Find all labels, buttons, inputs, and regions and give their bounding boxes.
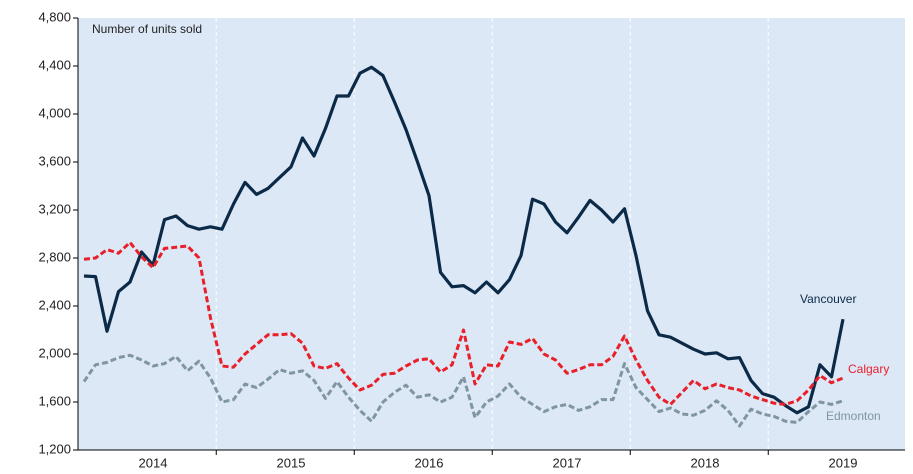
series-label: Edmonton [826, 409, 881, 423]
y-tick-label: 3,200 [38, 201, 71, 216]
y-tick-label: 4,400 [38, 57, 71, 72]
y-tick-label: 2,400 [38, 297, 71, 312]
x-tick-label: 2016 [415, 455, 444, 470]
y-axis-label: Number of units sold [92, 22, 202, 36]
y-tick-label: 1,200 [38, 441, 71, 456]
y-tick-label: 4,000 [38, 105, 71, 120]
series-line [83, 65, 845, 415]
y-tick-label: 2,800 [38, 249, 71, 264]
series-label: Vancouver [800, 292, 856, 306]
series-label: Calgary [848, 362, 889, 376]
y-tick-label: 2,000 [38, 345, 71, 360]
y-tick-label: 3,600 [38, 153, 71, 168]
x-tick-label: 2014 [139, 455, 168, 470]
series-line [82, 353, 844, 428]
x-tick-label: 2018 [691, 455, 720, 470]
y-tick-label: 1,600 [38, 393, 71, 408]
x-tick-label: 2015 [277, 455, 306, 470]
x-tick-label: 2019 [829, 455, 858, 470]
y-tick-label: 4,800 [38, 9, 71, 24]
series-line [83, 240, 844, 406]
x-tick-label: 2017 [553, 455, 582, 470]
plot-background [78, 18, 905, 450]
